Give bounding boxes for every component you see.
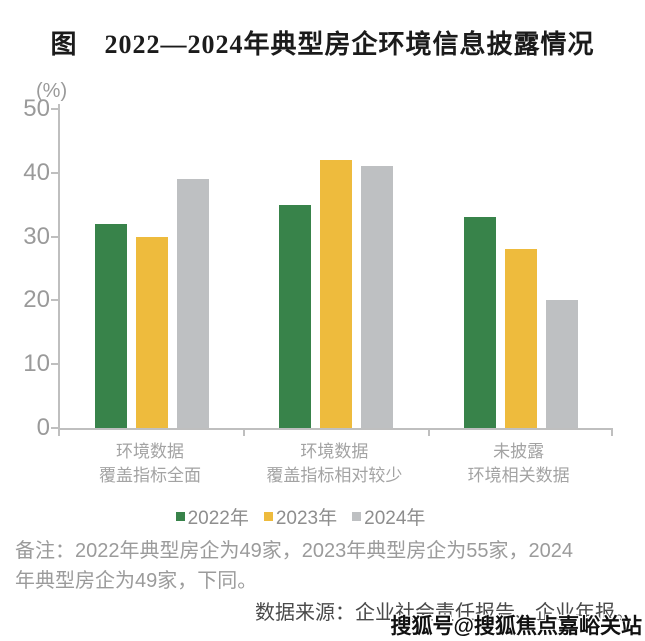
y-tick-label-30: 30 [23,222,50,250]
watermark-text: 搜狐号@搜狐焦点嘉峪关站 [390,615,642,638]
y-tick-label-40: 40 [23,158,50,186]
legend-swatch-icon [263,512,273,521]
x-tick-mark [611,428,613,436]
y-tick-label-20: 20 [23,286,50,314]
x-axis-label-3: 未披露 环境相关数据 [467,442,570,485]
x-axis-label-2: 环境数据 覆盖指标相对较少 [266,442,403,485]
legend-swatch-icon [352,512,362,521]
y-tick-label-0: 0 [36,414,50,441]
x-tick-mark [427,428,430,436]
bar-group-1 [60,109,244,428]
plot-area [51,104,613,436]
y-axis-unit-label: (%) [36,80,68,102]
y-tick-mark [51,427,58,429]
y-tick-label-10: 10 [23,350,50,378]
x-tick-mark [58,428,60,436]
y-tick-mark [51,108,58,110]
legend: 2022年 2023年 2024年 [0,503,601,530]
footnote-line-1: 备注：2022年典型房企为49家，2023年典型房企为55家，2024 [15,540,573,562]
y-axis-line-cap [58,104,60,109]
x-axis-label-1: 环境数据 覆盖指标全面 [99,442,201,485]
bar-2023年-group2 [320,160,353,428]
y-tick-mark [51,363,58,366]
footnote-line-2: 年典型房企为49家，下同。 [15,570,258,592]
y-tick-mark [51,171,58,174]
bar-2023年-group1 [136,236,169,428]
footnote: 备注：2022年典型房企为49家，2023年典型房企为55家，2024 年典型房… [15,536,633,596]
bar-2024年-group3 [545,300,578,428]
bar-group-3 [429,109,613,428]
legend-label: 2024年 [364,508,426,529]
legend-label: 2023年 [275,508,338,529]
legend-swatch-icon [175,512,185,521]
legend-item-2024年: 2024年 [352,503,425,530]
bar-2022年-group3 [463,217,496,428]
x-tick-mark [243,428,246,436]
bar-group-2 [244,109,428,428]
legend-label: 2022年 [187,508,249,529]
bar-2024年-group1 [177,179,210,428]
bar-2024年-group2 [361,166,394,428]
y-tick-label-50: 50 [23,95,50,122]
data-source-text: 数据来源：企业社会责任报告、企业年报。 [255,602,635,624]
y-tick-mark [51,235,58,238]
chart-title: 图 2022—2024年典型房企环境信息披露情况 [50,30,595,59]
legend-item-2023年: 2023年 [263,503,338,530]
y-axis-ticks: 0 10 20 30 40 50 [0,97,54,440]
bar-2022年-group2 [279,204,312,428]
bar-2023年-group3 [504,249,537,428]
x-axis-labels: 环境数据 覆盖指标全面 环境数据 覆盖指标相对较少 未披露 环境相关数据 [58,440,611,496]
y-tick-mark [51,299,58,302]
legend-item-2022年: 2022年 [175,503,249,530]
bar-2022年-group1 [95,223,128,428]
